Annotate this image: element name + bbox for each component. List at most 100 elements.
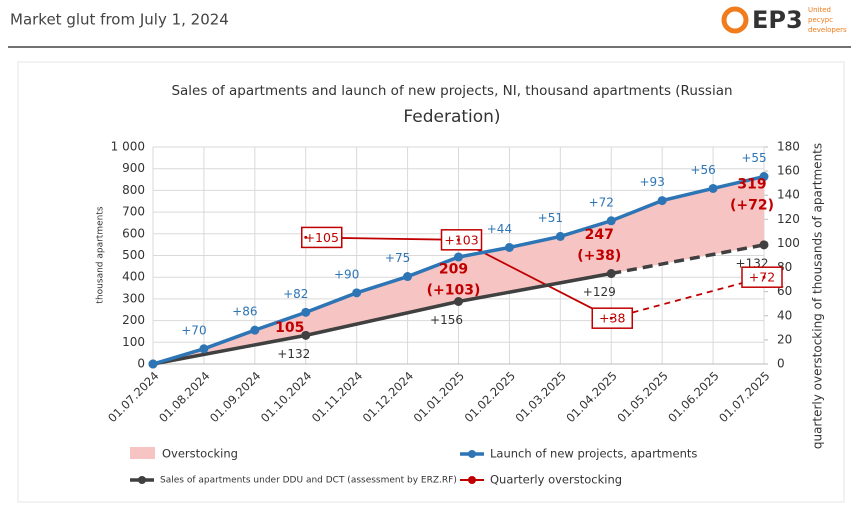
y-tick-label: 1 000 [111, 140, 145, 154]
y-tick-label: 300 [122, 291, 145, 305]
overstock-sub-label: (+103) [427, 282, 481, 298]
point [759, 240, 769, 250]
point [454, 297, 463, 307]
legend-swatch [130, 447, 155, 459]
x-tick-label: 01.02.2025 [462, 369, 518, 425]
y2-tick-label: 160 [777, 164, 800, 178]
legend-label: Quarterly overstocking [490, 473, 622, 487]
x-tick-label: 01.07.2025 [716, 369, 772, 425]
y-tick-label: 200 [122, 313, 145, 327]
x-tick-label: 01.03.2025 [512, 369, 568, 425]
chart-frame [17, 61, 845, 503]
increment-label: +55 [741, 151, 766, 165]
logo-icon [721, 6, 749, 34]
logo-line: ресурс [808, 16, 833, 24]
y-tick-label: 400 [122, 270, 145, 284]
increment-label: +132 [277, 347, 310, 361]
point [606, 216, 616, 226]
point [199, 344, 209, 354]
overstock-label: 319 [737, 177, 766, 193]
y-tick-label: 700 [122, 205, 145, 219]
quarterly-box [741, 266, 783, 288]
increment-label: +51 [538, 211, 563, 225]
increment-label: +44 [487, 222, 512, 236]
legend-label: Overstocking [162, 447, 238, 461]
increment-label: +72 [589, 195, 614, 209]
point [708, 183, 718, 193]
y2-axis-title: quarterly overstocking of thousands of a… [811, 143, 825, 449]
point [555, 231, 565, 241]
logo-line: United [808, 6, 831, 14]
point [352, 288, 362, 298]
header-title: Market glut from July 1, 2024 [10, 11, 229, 29]
point [606, 269, 616, 279]
quarterly-label: +38 [599, 311, 625, 326]
x-tick-label: 01.04.2025 [563, 369, 619, 425]
x-tick-label: 01.07.2024 [105, 369, 161, 425]
y-axis-title: thousand apartments [96, 206, 106, 303]
y2-tick-label: 40 [777, 308, 792, 322]
increment-label: +156 [430, 313, 463, 327]
increment-label: +56 [690, 163, 715, 177]
y-tick-label: 900 [122, 161, 145, 175]
x-tick-label: 01.10.2024 [258, 369, 314, 425]
chart-title: Sales of apartments and launch of new pr… [171, 83, 732, 99]
y2-tick-label: 0 [777, 357, 785, 371]
legend-marker [138, 476, 146, 484]
x-tick-label: 01.01.2025 [411, 369, 467, 425]
legend-marker [468, 450, 476, 458]
legend-label: Launch of new projects, apartments [490, 447, 697, 461]
y-tick-label: 500 [122, 248, 145, 262]
y2-tick-label: 20 [777, 332, 792, 346]
y2-tick-label: 120 [777, 212, 800, 226]
overstock-label: 209 [439, 261, 468, 277]
legend-label: Sales of apartments under DDU and DCT (a… [160, 476, 457, 486]
point [301, 330, 311, 340]
point [657, 196, 667, 206]
quarterly-label: +103 [444, 232, 478, 247]
quarterly-label: +105 [305, 230, 339, 245]
point [609, 316, 613, 320]
increment-label: +86 [232, 305, 257, 319]
overstock-sub-label: (+72) [730, 198, 774, 214]
y-tick-label: 0 [137, 357, 145, 371]
increment-label: +70 [181, 323, 206, 337]
quarterly-label: +72 [749, 270, 775, 285]
overstock-label: 247 [585, 227, 614, 243]
point [759, 172, 769, 182]
point [504, 242, 514, 252]
y-tick-label: 600 [122, 226, 145, 240]
point [403, 272, 413, 282]
point [304, 235, 308, 239]
quarterly-box [440, 229, 483, 251]
quarterly-box [301, 226, 343, 249]
increment-label: +129 [583, 285, 616, 299]
point [454, 252, 463, 262]
x-tick-label: 01.11.2024 [309, 369, 365, 425]
x-tick-label: 01.06.2025 [665, 369, 721, 425]
increment-label: +82 [283, 287, 308, 301]
point [148, 359, 158, 369]
point [762, 275, 766, 279]
logo-line: developers [808, 26, 847, 34]
point [250, 325, 260, 335]
legend-marker [468, 476, 476, 484]
y2-tick-label: 140 [777, 188, 800, 202]
x-tick-label: 01.12.2024 [360, 369, 416, 425]
series-line-forecast [611, 276, 765, 320]
logo-text: EP3 [752, 6, 803, 34]
series-line [152, 271, 612, 366]
y-tick-label: 100 [122, 335, 145, 349]
chart-title: Federation) [403, 107, 500, 127]
overstock-sub-label: (+38) [577, 248, 621, 264]
y2-tick-label: 100 [777, 236, 800, 250]
point [457, 238, 460, 242]
x-tick-label: 01.05.2025 [614, 369, 670, 425]
y-tick-label: 800 [122, 183, 145, 197]
increment-label: +93 [640, 175, 665, 189]
overstock-label: 105 [275, 320, 304, 336]
increment-label: +75 [385, 251, 410, 265]
series-line-forecast [610, 243, 765, 276]
increment-label: +90 [334, 267, 359, 281]
